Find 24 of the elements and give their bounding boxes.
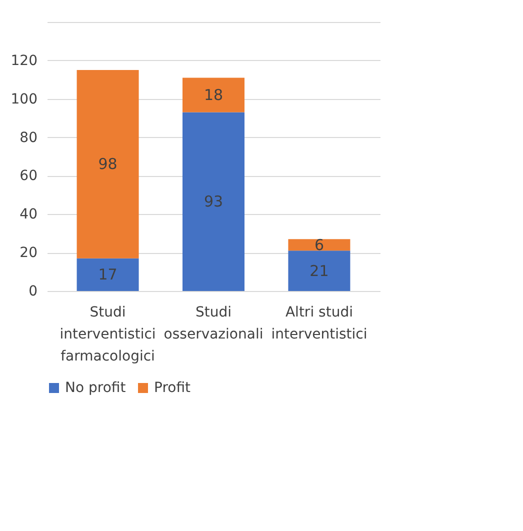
bar [76, 70, 139, 258]
y-tick-label: 100 [10, 91, 38, 108]
legend-label: No profit [65, 380, 126, 396]
bar [288, 250, 350, 291]
data-label: 93 [204, 192, 224, 211]
y-tick-label: 80 [20, 130, 38, 146]
x-tick-label: Altri studi interventistici [271, 304, 368, 342]
data-label: 6 [314, 236, 324, 254]
bar [288, 239, 350, 251]
bar [76, 258, 139, 291]
x-tick-label: Studi interventistici farmacologici [60, 304, 156, 364]
y-tick-label: 60 [20, 168, 38, 184]
y-tick-label: 120 [10, 52, 38, 69]
x-tick-label: Studi osservazionali [164, 304, 264, 342]
data-label: 17 [98, 266, 118, 284]
y-tick-label: 20 [20, 245, 38, 262]
bar [182, 78, 244, 112]
y-tick-label: 40 [20, 206, 38, 223]
data-label: 21 [310, 262, 329, 280]
y-tick-label: 0 [28, 284, 38, 300]
data-label: 98 [98, 155, 118, 174]
bar [182, 112, 244, 291]
data-label: 18 [204, 86, 224, 104]
legend-label: Profit [154, 380, 192, 396]
